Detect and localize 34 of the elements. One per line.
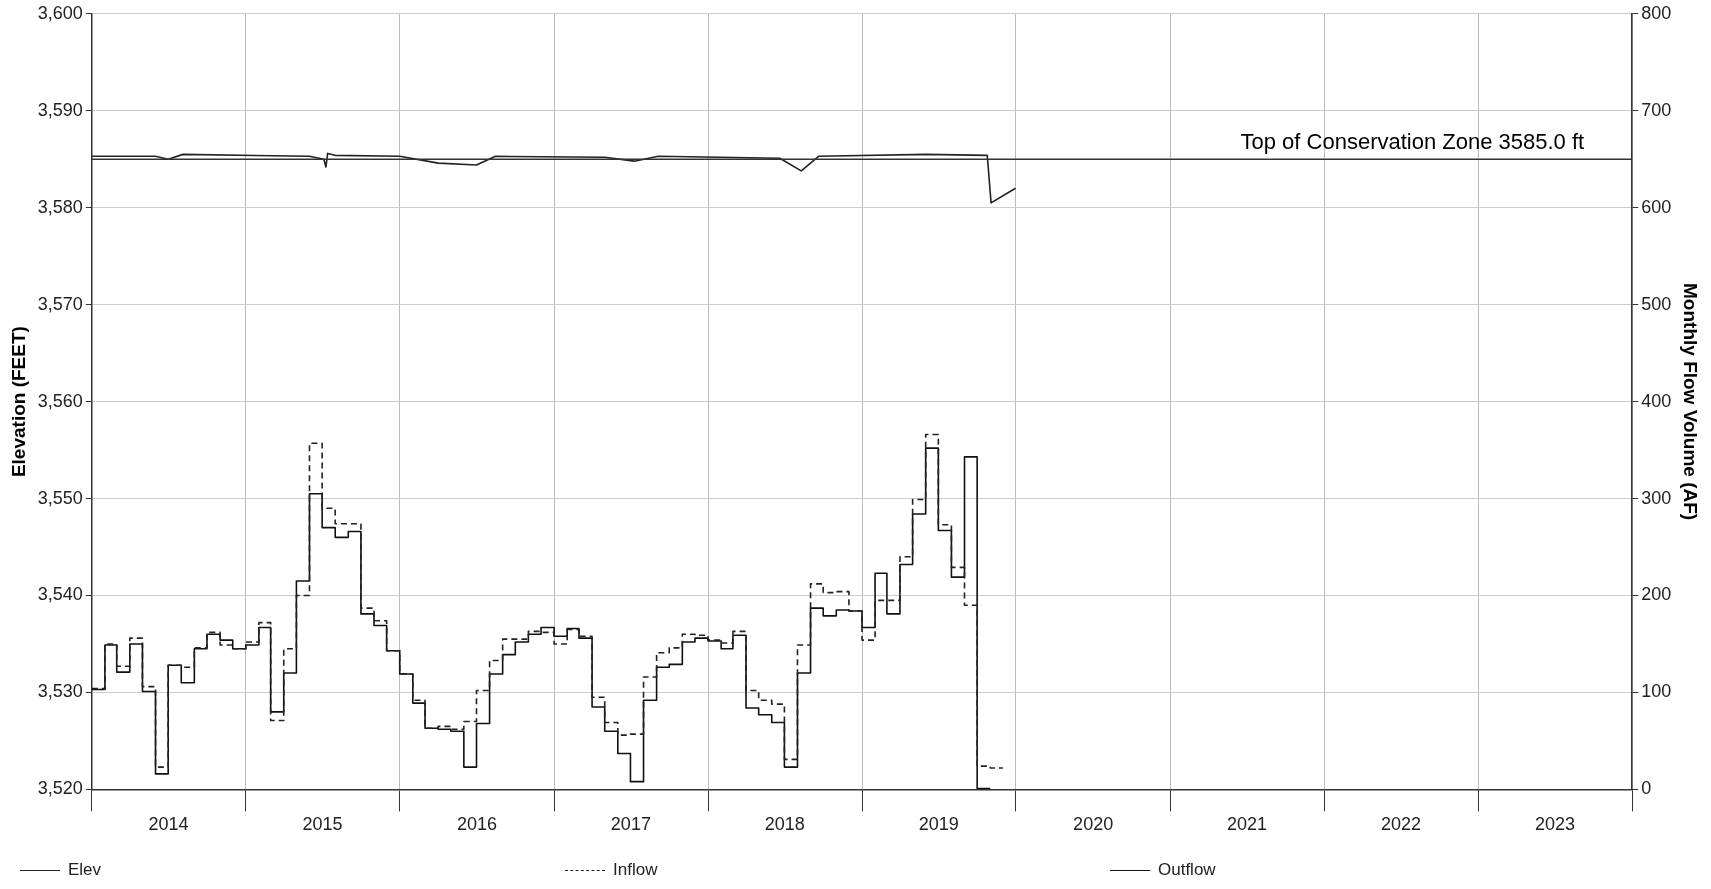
legend-label: Outflow [1158, 860, 1216, 880]
x-tick-label: 2022 [1381, 814, 1422, 835]
x-tick-label: 2016 [456, 814, 497, 835]
y2-tick-label: 800 [1641, 2, 1672, 23]
y2-tick-label: 0 [1641, 778, 1652, 799]
y2-tick-label: 300 [1641, 487, 1672, 508]
x-tick-label: 2014 [148, 814, 189, 835]
y2-tick-label: 700 [1641, 99, 1672, 120]
x-tick-label: 2015 [302, 814, 343, 835]
x-tick-label: 2017 [610, 814, 651, 835]
y-tick-label: 3,520 [37, 778, 83, 799]
y-axis-title: Elevation (FEET) [7, 326, 29, 478]
x-tick-label: 2018 [764, 814, 805, 835]
x-tick-label: 2019 [918, 814, 959, 835]
y-tick-label: 3,570 [37, 293, 83, 314]
legend-label: Elev [68, 860, 102, 880]
y2-tick-label: 400 [1641, 390, 1672, 411]
y2-axis-title: Monthly Flow Volume (AF) [1680, 283, 1702, 521]
y-tick-label: 3,600 [37, 2, 83, 23]
x-tick-label: 2020 [1073, 814, 1114, 835]
y-tick-label: 3,550 [37, 487, 83, 508]
y2-tick-label: 200 [1641, 584, 1672, 605]
ref-line-label: Top of Conservation Zone 3585.0 ft [1240, 129, 1585, 155]
legend-label: Inflow [613, 860, 658, 880]
y2-tick-label: 100 [1641, 681, 1672, 702]
y-tick-label: 3,530 [37, 681, 83, 702]
x-tick-label: 2021 [1227, 814, 1268, 835]
y-tick-label: 3,540 [37, 584, 83, 605]
y-tick-label: 3,590 [37, 99, 83, 120]
y-tick-label: 3,560 [37, 390, 83, 411]
x-tick-label: 2023 [1534, 814, 1576, 835]
y2-tick-label: 600 [1641, 196, 1672, 217]
y-tick-label: 3,580 [37, 196, 83, 217]
y2-tick-label: 500 [1641, 293, 1672, 314]
